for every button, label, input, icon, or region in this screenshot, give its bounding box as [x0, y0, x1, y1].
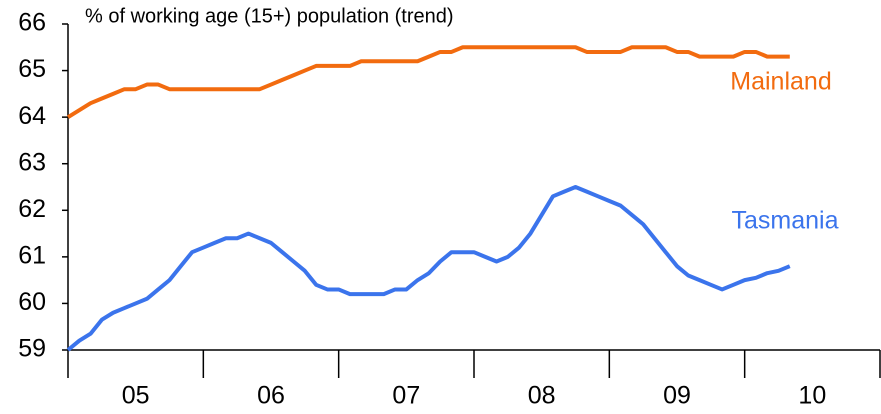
x-tick-label: 05 [122, 382, 150, 410]
series-line [66, 45, 790, 119]
y-tick-label: 66 [18, 9, 46, 37]
y-tick-label: 59 [18, 335, 46, 363]
x-tick-label: 09 [663, 382, 691, 410]
series-label: Mainland [730, 68, 831, 96]
x-tick-label: 06 [257, 382, 285, 410]
y-tick-label: 60 [18, 288, 46, 316]
series-label: Tasmania [732, 207, 839, 235]
y-tick-label: 64 [18, 102, 46, 130]
y-tick-label: 63 [18, 148, 46, 176]
y-tick-label: 61 [18, 241, 46, 269]
x-tick-label: 07 [392, 382, 420, 410]
y-tick-label: 65 [18, 55, 46, 83]
x-tick-label: 08 [528, 382, 556, 410]
series-line [66, 185, 791, 352]
chart-subtitle: % of working age (15+) population (trend… [85, 5, 454, 27]
y-tick-label: 62 [18, 195, 46, 223]
x-tick-label: 10 [798, 382, 826, 410]
